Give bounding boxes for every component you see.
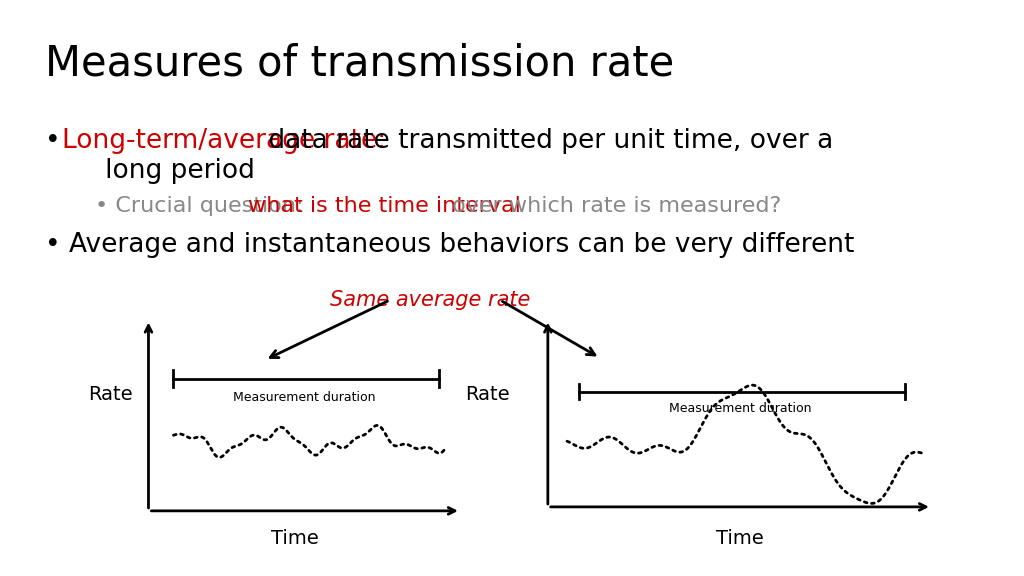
Text: Measurement duration: Measurement duration (233, 391, 376, 404)
Text: over which rate is measured?: over which rate is measured? (445, 196, 781, 216)
Text: • Average and instantaneous behaviors can be very different: • Average and instantaneous behaviors ca… (45, 232, 854, 258)
Text: Time: Time (716, 529, 764, 548)
Text: Measures of transmission rate: Measures of transmission rate (45, 42, 674, 84)
Text: Time: Time (271, 529, 318, 548)
Text: Long-term/average rate:: Long-term/average rate: (62, 128, 386, 154)
Text: Same average rate: Same average rate (330, 290, 530, 310)
Text: long period: long period (80, 158, 255, 184)
Text: Rate: Rate (88, 385, 133, 404)
Text: Measurement duration: Measurement duration (669, 402, 811, 415)
Text: what is the time interval: what is the time interval (248, 196, 521, 216)
Text: •: • (45, 128, 69, 154)
Text: • Crucial question:: • Crucial question: (95, 196, 310, 216)
Text: data rate transmitted per unit time, over a: data rate transmitted per unit time, ove… (260, 128, 834, 154)
Text: Rate: Rate (465, 385, 510, 404)
